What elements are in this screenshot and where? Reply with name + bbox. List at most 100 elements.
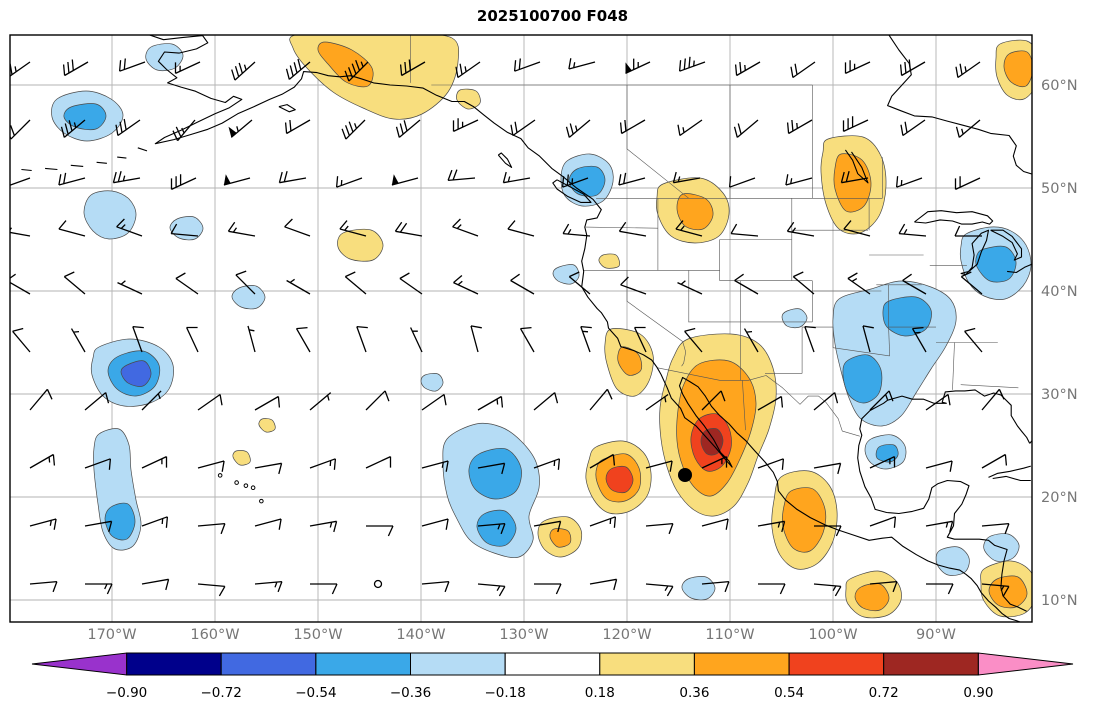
anomaly-region-sky_blue (842, 354, 883, 404)
anomaly-region-yellow (456, 88, 481, 110)
wind-barb (477, 462, 506, 475)
wind-barb (254, 518, 282, 530)
hawaii-island (259, 498, 264, 504)
wind-barb (534, 583, 562, 595)
wind-barb (175, 272, 199, 295)
wind-barb (231, 61, 256, 81)
wind-barb (981, 453, 1008, 469)
wind-barb (284, 218, 311, 237)
colorbar-tick-label: 0.18 (585, 685, 615, 701)
colorbar-segment-navy (126, 652, 222, 676)
wind-barb (310, 583, 338, 595)
wind-barb (141, 456, 168, 469)
anomaly-region-yellow (232, 450, 251, 466)
wind-barb (634, 326, 647, 353)
coastline (1007, 263, 1032, 274)
coastline (278, 104, 296, 113)
wind-barb (365, 456, 392, 469)
wind-barb (507, 220, 535, 237)
coastline (990, 229, 1023, 261)
wind-barb (895, 176, 923, 188)
colorbar (31, 652, 1074, 676)
wind-barb (394, 221, 423, 237)
wind-barb (452, 118, 479, 132)
wind-barb (847, 272, 871, 295)
coastline (1029, 439, 1032, 444)
hawaii-island (250, 485, 256, 491)
wind-barb (954, 225, 982, 237)
border-line (626, 85, 689, 199)
wind-barb (786, 119, 813, 135)
wind-barb (510, 273, 535, 295)
coastline (552, 179, 592, 203)
wind-barb (645, 460, 673, 472)
pennant (391, 174, 399, 185)
map-area (10, 35, 1032, 622)
border-line (888, 327, 890, 356)
wind-barb (365, 390, 390, 411)
wind-barb (813, 392, 839, 411)
wind-barb (339, 220, 367, 237)
pennant (228, 126, 237, 138)
wind-barb (455, 61, 481, 79)
border-line (960, 384, 1019, 389)
wind-barb (645, 583, 674, 597)
coastline (960, 229, 990, 276)
wind-barb (341, 119, 366, 140)
colorbar-tick-label: 0.90 (963, 685, 993, 701)
anomaly-region-yellow (337, 228, 384, 262)
coastline (857, 389, 1031, 612)
wind-barb (344, 271, 367, 295)
wind-barb (869, 390, 894, 411)
wind-barb (10, 61, 31, 77)
anomaly-region-orange (617, 346, 643, 376)
wind-barb (254, 462, 283, 475)
anomaly-region-yellow (598, 253, 620, 269)
wind-barb (421, 518, 449, 530)
border-line (952, 342, 955, 390)
wind-barb (981, 522, 1010, 535)
wind-barb (618, 172, 646, 186)
anomaly-region-pale_blue (935, 546, 970, 576)
anomaly-region-orange (676, 193, 714, 231)
anomaly-region-yellow (258, 418, 276, 433)
anomaly-region-sky_blue (568, 165, 606, 197)
wind-barb (589, 388, 613, 411)
wind-barb (309, 392, 332, 411)
wind-barb (286, 278, 311, 295)
wind-barb (453, 275, 479, 295)
wind-barb (869, 456, 896, 469)
wind-barb (672, 171, 701, 184)
wind-barb (391, 177, 419, 186)
wind-barb (29, 580, 58, 593)
anomaly-region-pale_blue (681, 576, 716, 601)
latitude-label: 60°N (1041, 78, 1078, 94)
colorbar-under-arrow (31, 652, 128, 676)
wind-barb (743, 328, 759, 353)
wind-barb (580, 325, 592, 353)
wind-barb (533, 520, 562, 533)
wind-barb (410, 327, 423, 353)
border-line (656, 367, 860, 437)
wind-barb (814, 525, 842, 537)
wind-barb (344, 59, 369, 82)
wind-barb (452, 218, 479, 237)
wind-barb (758, 583, 786, 595)
wind-barb (955, 119, 981, 138)
anomaly-region-orange (988, 575, 1028, 609)
wind-barb (734, 273, 759, 295)
wind-barb (677, 119, 703, 137)
wind-barb (116, 218, 143, 237)
wind-barb (510, 119, 536, 137)
wind-barb (701, 456, 728, 469)
wind-barb (862, 325, 874, 353)
hawaii-island (217, 473, 223, 478)
wind-barb (730, 223, 759, 237)
wind-barb (223, 177, 251, 186)
wind-barb (843, 220, 871, 237)
wind-barb (677, 280, 703, 295)
wind-barb (790, 61, 816, 79)
wind-barb (112, 171, 141, 184)
calm-wind-circle (373, 579, 383, 589)
